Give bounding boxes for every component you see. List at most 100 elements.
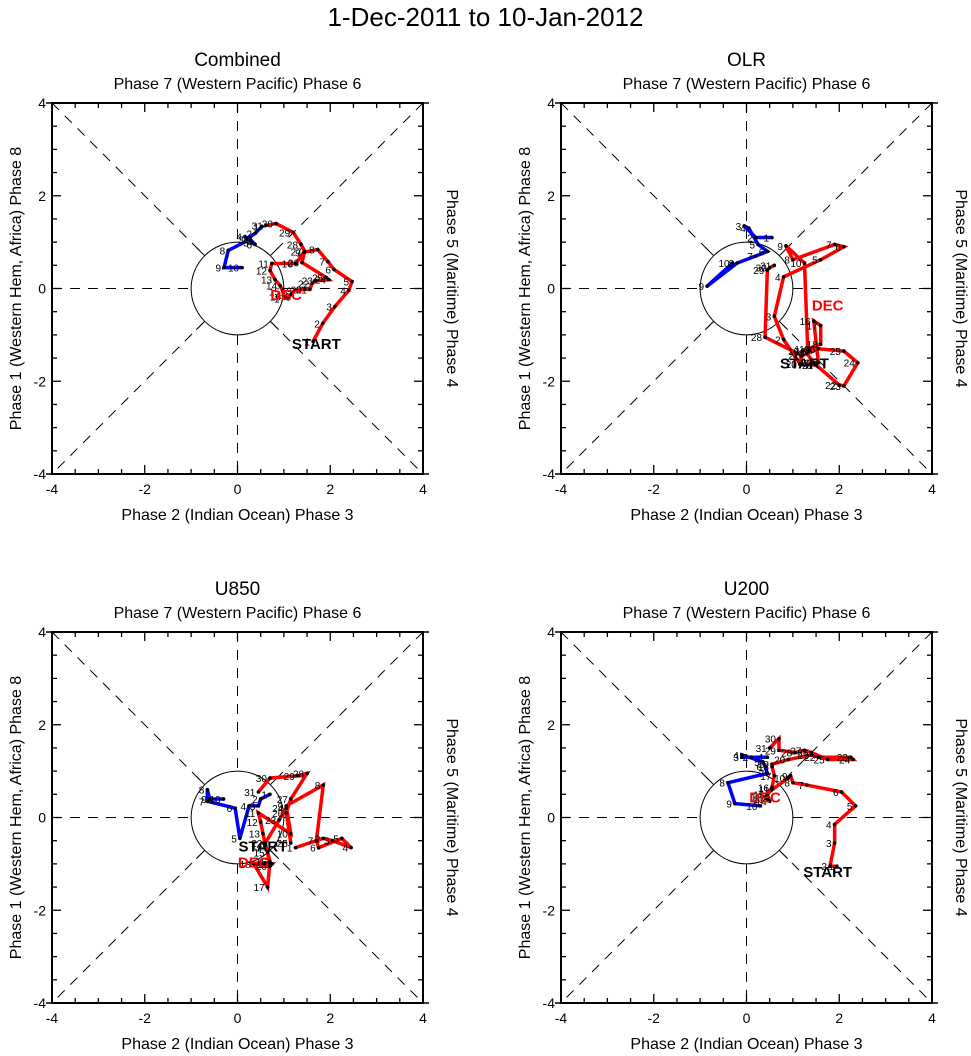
day-label: 17 [274,295,286,306]
circle-radial-tick [269,246,280,257]
bottom-axis-label: Phase 2 (Indian Ocean) Phase 3 [630,1036,862,1053]
x-tick-label: 0 [743,1010,751,1026]
day-label: 14 [266,282,278,293]
day-marker [763,764,767,769]
day-marker [832,822,837,827]
top-axis-label: Phase 7 (Western Pacific) Phase 6 [114,605,362,622]
guide-line-diag-tl [560,102,715,257]
guide-line-diag-bl [51,849,206,1004]
guide-line-diag-tl [51,631,206,786]
circle-radial-tick [704,775,715,786]
day-marker [256,790,261,794]
day-label: 31 [756,744,768,755]
day-label: 3 [250,802,256,813]
panel-title: U200 [724,579,769,600]
day-label: 6 [833,788,839,799]
day-label: 7 [241,235,247,246]
day-marker [816,346,821,351]
start-label: START [780,356,829,373]
day-marker [837,383,842,387]
day-marker [282,294,286,299]
day-label: 8 [719,779,725,790]
series-line-january [205,789,271,839]
day-marker [781,337,786,342]
x-tick-label: 4 [419,1010,427,1026]
day-marker [786,757,791,762]
day-label: 7 [199,797,205,808]
panel-olr: OLR Phase 7 (Western Pacific) Phase 6 Phas… [517,50,969,524]
x-tick-label: 2 [835,481,843,497]
day-marker [749,755,753,760]
day-marker [340,836,344,841]
bottom-axis-label: Phase 2 (Indian Ocean) Phase 3 [121,507,353,524]
day-label: 28 [781,749,793,760]
day-marker [772,773,777,778]
panel-combined: Combined Phase 7 (Western Pacific) Phase … [8,50,460,524]
day-label: 29 [279,228,291,239]
day-label: 3 [324,837,330,848]
day-marker [853,804,858,808]
figure-title: 1-Dec-2011 to 10-Jan-2012 [327,2,644,32]
panel-title: OLR [727,50,766,71]
x-tick-label: -2 [139,481,152,497]
panel-title: U850 [215,579,260,600]
day-marker [256,804,261,808]
day-marker [839,790,844,794]
day-marker [807,349,811,353]
day-label: 16 [270,292,282,303]
day-label: 21 [296,285,308,296]
y-tick-label: 0 [38,281,46,297]
day-marker [268,776,272,780]
day-label: 8 [309,246,315,257]
day-label: 9 [215,264,221,275]
month-label-dec: DEC [749,790,781,807]
circle-radial-tick [704,849,715,860]
day-marker [247,804,251,808]
unit-circle [699,770,794,865]
x-tick-label: -4 [46,481,59,497]
y-tick-label: 0 [38,810,46,826]
day-marker [767,799,772,804]
day-label: 13 [793,349,805,360]
day-marker [802,748,807,753]
circle-radial-tick [195,775,206,786]
day-marker [842,349,846,353]
day-label: 23 [830,382,842,393]
day-label: 22 [825,381,837,392]
day-marker [244,237,249,242]
day-marker [791,257,795,262]
day-marker [816,755,821,760]
day-marker [747,226,751,231]
circle-radial-tick [778,849,789,860]
day-marker [270,261,274,266]
circle-radial-tick [704,246,715,257]
y-tick-label: -2 [543,373,556,389]
day-label: 18 [240,860,252,871]
day-marker [818,257,823,262]
y-tick-label: 0 [547,810,555,826]
day-marker [784,244,788,248]
y-tick-label: 4 [547,624,555,640]
day-label: 17 [254,883,266,894]
day-label: 7 [319,258,325,269]
day-label: 3 [826,839,832,850]
day-label: 6 [756,762,762,773]
day-label: 1 [305,337,311,348]
day-marker [788,773,793,778]
unit-circle [699,241,794,336]
day-marker [302,287,307,292]
day-label: 9 [278,802,284,813]
day-label: 22 [298,279,310,290]
day-marker [763,794,767,799]
circle-radial-tick [195,246,206,257]
day-label: 5 [333,834,339,845]
series-layer: 1234567891011121314151617181920212223242… [199,769,353,894]
day-marker [814,363,818,367]
month-label-dec: DEC [270,287,302,304]
day-marker [763,335,767,339]
day-marker [293,288,297,293]
day-label: 16 [758,783,770,794]
day-label: 6 [310,844,316,855]
day-label: 1 [287,844,293,855]
